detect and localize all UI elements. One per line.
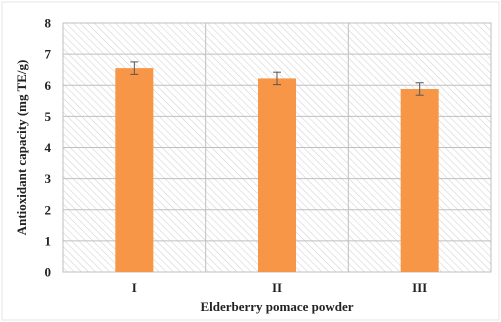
y-axis-label: Antioxidant capacity (mg TE/g): [14, 60, 29, 236]
y-tick-label: 2: [45, 202, 52, 217]
x-tick-labels: I II III: [132, 280, 427, 295]
y-tick-label: 7: [45, 47, 52, 62]
y-tick-label: 0: [45, 265, 52, 280]
y-tick-label: 6: [45, 78, 52, 93]
y-tick-label: 4: [45, 140, 52, 155]
error-bar-III: [415, 82, 424, 96]
y-tick-labels: 0 1 2 3 4 5 6 7 8: [45, 16, 52, 280]
x-axis-label: Elderberry pomace powder: [200, 299, 353, 314]
error-bar-I: [130, 61, 139, 75]
bar-III: [400, 88, 439, 272]
bar-II: [258, 78, 296, 272]
x-tick-label: I: [132, 280, 137, 295]
x-tick-label: III: [412, 280, 427, 295]
error-bars: [130, 61, 424, 96]
y-tick-label: 8: [45, 16, 52, 31]
bars: [115, 68, 439, 272]
x-tick-label: II: [272, 280, 282, 295]
error-bar-II: [273, 71, 281, 86]
bar-I: [115, 68, 154, 272]
y-tick-label: 5: [45, 109, 52, 124]
y-tick-label: 3: [45, 171, 52, 186]
y-tick-label: 1: [45, 233, 52, 248]
